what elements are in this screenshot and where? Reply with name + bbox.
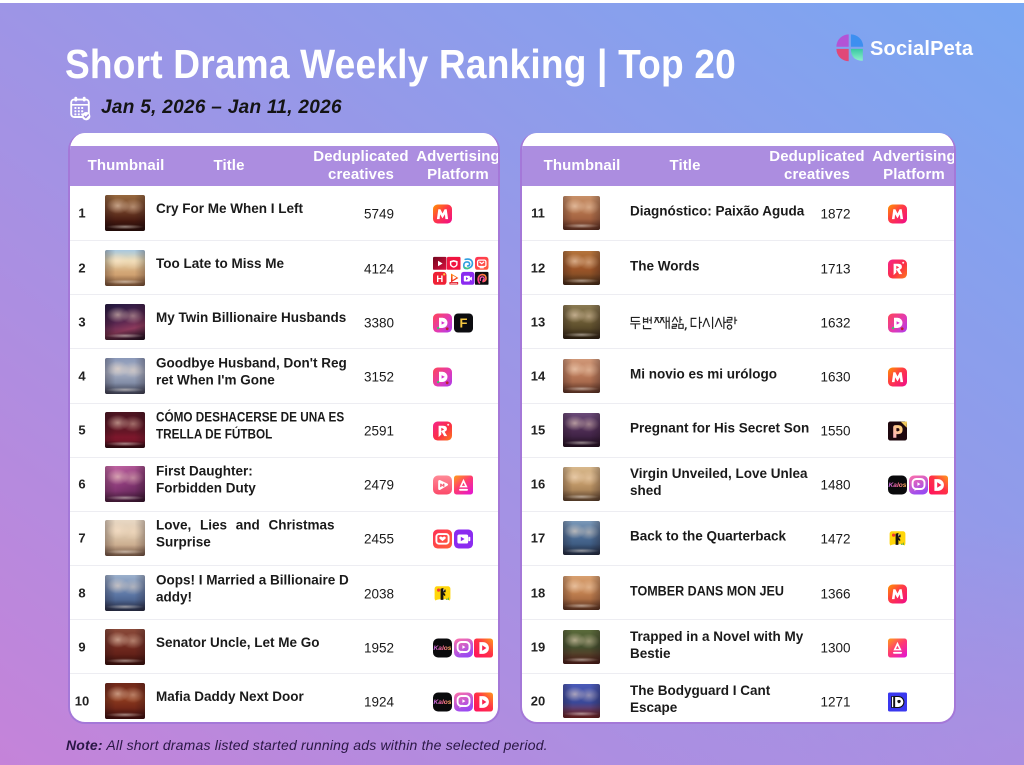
svg-text:Kalos: Kalos bbox=[434, 699, 452, 706]
svg-text:Kalos: Kalos bbox=[889, 482, 907, 489]
svg-text:F: F bbox=[459, 316, 467, 331]
svg-text:Kalos: Kalos bbox=[434, 645, 452, 652]
svg-text:H: H bbox=[436, 274, 443, 285]
